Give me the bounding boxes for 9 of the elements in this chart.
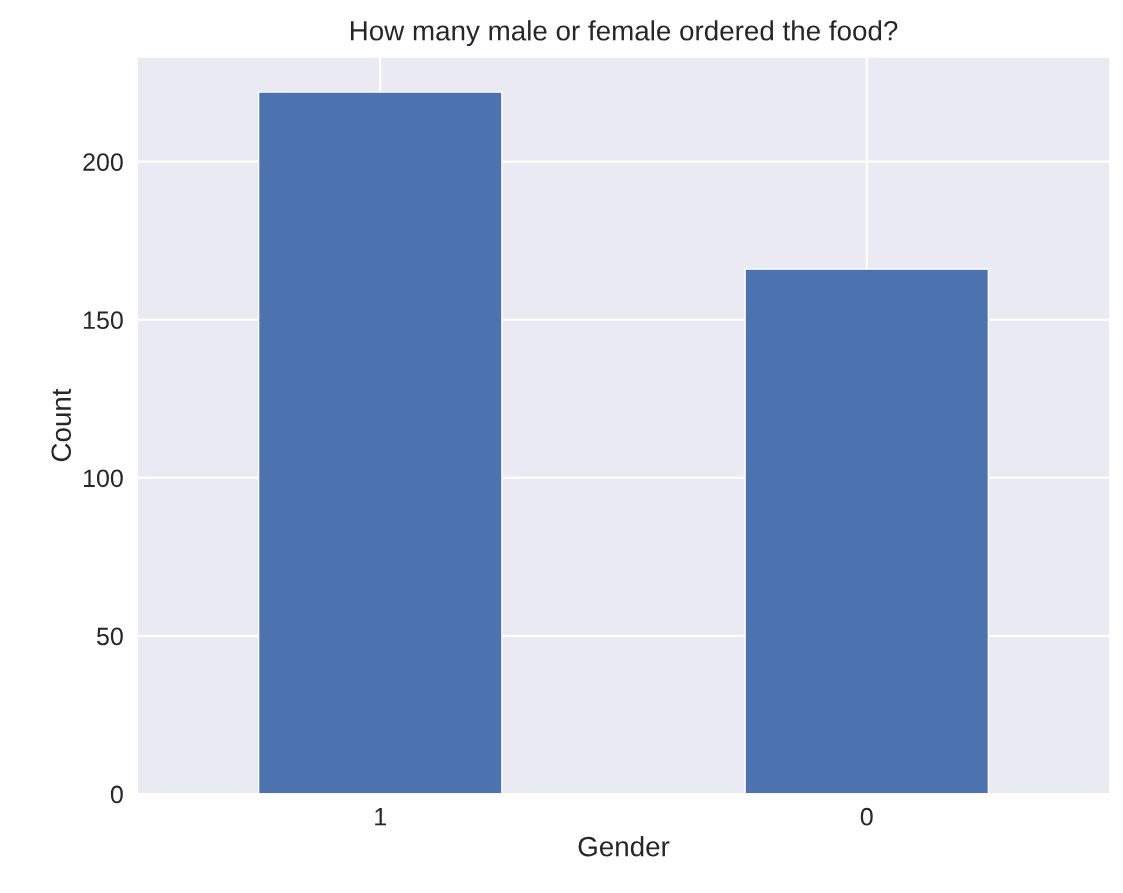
chart-title: How many male or female ordered the food?: [350, 20, 898, 47]
x-axis-title: Gender: [578, 836, 670, 857]
y-axis-title: Count: [51, 388, 72, 462]
y-tick-label: 150: [84, 311, 123, 330]
y-tick-label: 0: [110, 785, 123, 804]
y-tick-label: 200: [83, 153, 123, 171]
y-tick-label: 100: [84, 469, 123, 488]
y-tick-label: 50: [97, 627, 123, 646]
x-tick-label: 1: [375, 808, 386, 826]
